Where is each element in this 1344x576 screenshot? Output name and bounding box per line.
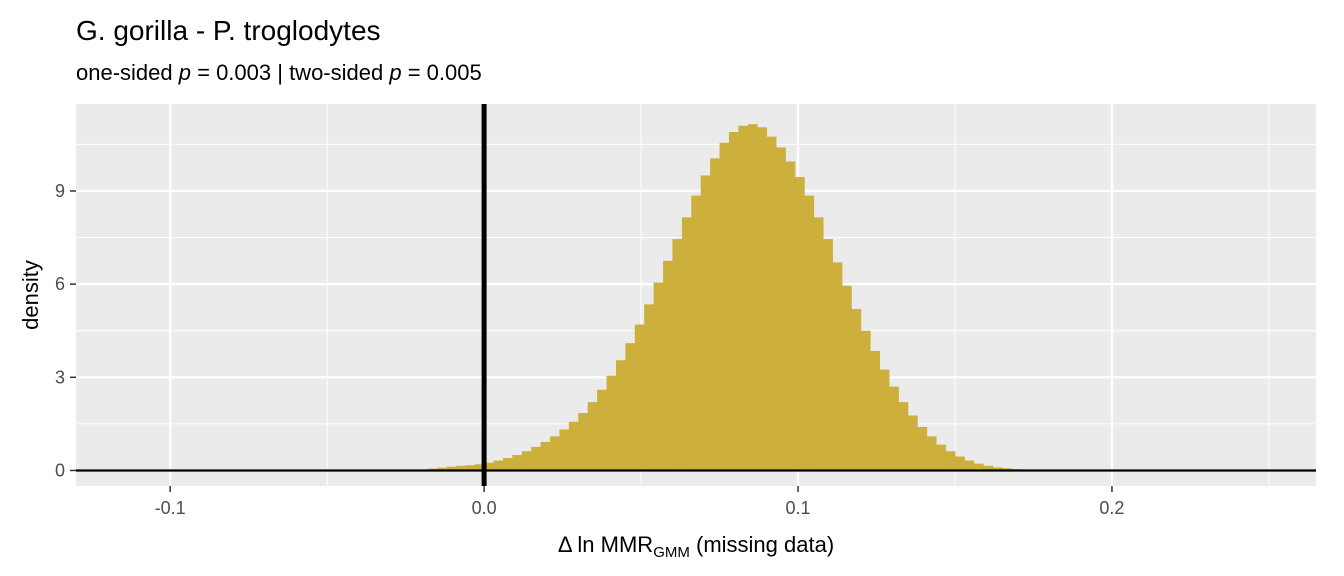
- histogram-bar: [681, 217, 692, 471]
- histogram-bar: [474, 464, 485, 471]
- histogram-bar: [587, 402, 598, 471]
- histogram-bar: [794, 176, 805, 471]
- histogram-bar: [512, 454, 523, 471]
- histogram-bar: [540, 441, 551, 471]
- histogram-bar: [889, 386, 899, 471]
- histogram-bar: [578, 413, 589, 471]
- x-tick-label: 0.2: [1099, 498, 1124, 518]
- histogram-bar: [719, 142, 730, 471]
- x-axis-ticks: -0.1 0.0 0.1 0.2: [155, 486, 1124, 518]
- x-tick-label: 0.0: [472, 498, 497, 518]
- histogram-bar: [710, 158, 720, 471]
- y-axis-title: density: [18, 260, 43, 330]
- histogram-bar: [992, 467, 1003, 471]
- histogram-bar: [964, 460, 975, 471]
- histogram-bar: [568, 421, 579, 471]
- histogram-bar: [531, 446, 542, 471]
- histogram-bar: [493, 460, 504, 471]
- histogram-bar: [776, 147, 786, 471]
- y-tick-label: 3: [55, 367, 65, 387]
- histogram-bar: [437, 467, 447, 471]
- histogram-bar: [785, 161, 796, 471]
- chart-title: G. gorilla - P. troglodytes: [76, 15, 381, 46]
- histogram-bar: [804, 195, 815, 471]
- histogram-bar: [484, 462, 494, 471]
- histogram-bar: [502, 458, 513, 471]
- histogram-bar: [738, 125, 749, 471]
- histogram-bar: [521, 451, 532, 471]
- histogram-bar: [907, 415, 918, 471]
- histogram-bar: [766, 136, 777, 471]
- histogram-bar: [663, 260, 673, 471]
- histogram-bar: [973, 463, 984, 471]
- histogram-bar: [879, 369, 890, 471]
- histogram-bar: [615, 360, 626, 471]
- histogram-bar: [634, 324, 645, 471]
- histogram-bar: [559, 429, 570, 471]
- histogram-bar: [653, 282, 664, 471]
- x-tick-label: -0.1: [155, 498, 186, 518]
- histogram-bar: [700, 175, 711, 471]
- histogram-bar: [936, 444, 946, 471]
- reference-lines: [76, 104, 1316, 486]
- y-tick-label: 6: [55, 274, 65, 294]
- histogram-bar: [954, 456, 965, 471]
- y-tick-label: 0: [55, 460, 65, 480]
- histogram-bar: [691, 195, 702, 471]
- histogram-bar: [757, 127, 768, 471]
- histogram-bar: [672, 239, 683, 471]
- histogram-bar: [898, 402, 909, 471]
- histogram-bar: [455, 465, 466, 471]
- y-tick-label: 9: [55, 181, 65, 201]
- histogram-bar: [606, 375, 617, 471]
- histogram-bar: [870, 350, 881, 471]
- histogram-bar: [832, 262, 843, 471]
- histogram-bar: [625, 343, 636, 471]
- x-tick-label: 0.1: [786, 498, 811, 518]
- y-axis-ticks: 0 3 6 9: [55, 181, 76, 480]
- histogram-bar: [813, 217, 824, 471]
- histogram-bar: [747, 124, 758, 471]
- histogram-bar: [926, 436, 937, 471]
- histogram-bar: [550, 436, 560, 471]
- histogram-bar: [945, 451, 956, 471]
- histogram-bar: [851, 308, 862, 471]
- histogram-bar: [860, 330, 871, 471]
- histogram-bar: [841, 285, 852, 471]
- histogram-bar: [644, 304, 655, 471]
- histogram-bar: [597, 389, 607, 471]
- histogram-bar: [465, 465, 476, 471]
- histogram-bar: [446, 466, 457, 471]
- histogram-bar: [728, 131, 739, 471]
- histogram-bar: [983, 465, 994, 471]
- x-axis-title: Δ ln MMRGMM (missing data): [558, 532, 834, 561]
- histogram-bar: [823, 239, 833, 471]
- histogram-bar: [917, 426, 928, 471]
- histogram-bars: [399, 124, 1041, 471]
- chart-subtitle: one-sided p = 0.003 | two-sided p = 0.00…: [76, 60, 482, 85]
